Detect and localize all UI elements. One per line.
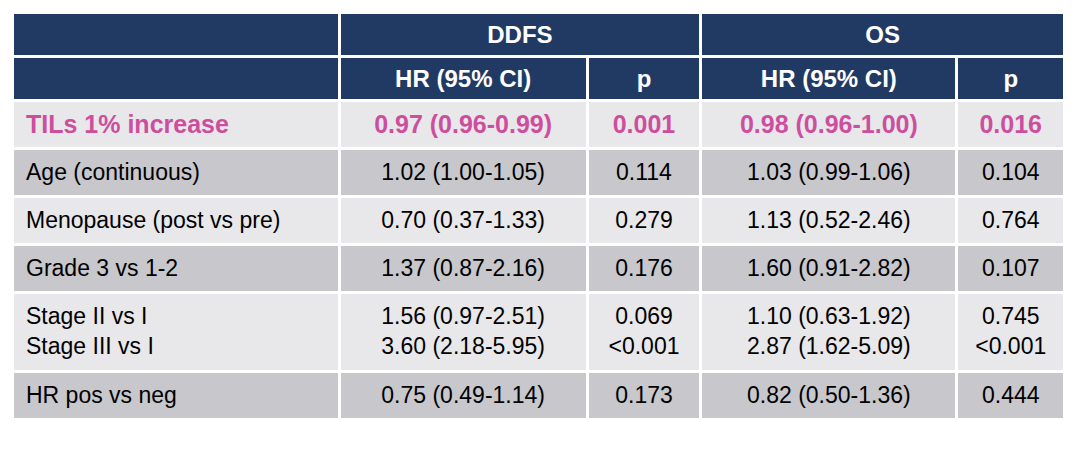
column-header-os-hr: HR (95% CI) (702, 58, 955, 99)
os-p-cell: 0.745<0.001 (958, 294, 1063, 370)
table-row: TILs 1% increase0.97 (0.96-0.99)0.0010.9… (14, 102, 1063, 147)
os-hr-cell: 1.13 (0.52-2.46) (702, 198, 955, 243)
os-hr-cell: 1.03 (0.99-1.06) (702, 150, 955, 195)
os-p-cell: 0.016 (958, 102, 1063, 147)
ddfs-p-cell: 0.114 (589, 150, 700, 195)
table-row: Menopause (post vs pre)0.70 (0.37-1.33)0… (14, 198, 1063, 243)
table-row: HR pos vs neg0.75 (0.49-1.14)0.1730.82 (… (14, 373, 1063, 418)
row-label-cell: HR pos vs neg (14, 373, 338, 418)
column-header-ddfs-hr: HR (95% CI) (341, 58, 586, 99)
os-hr-cell: 1.60 (0.91-2.82) (702, 246, 955, 291)
ddfs-hr-cell: 0.97 (0.96-0.99) (341, 102, 586, 147)
ddfs-hr-cell: 1.37 (0.87-2.16) (341, 246, 586, 291)
corner-cell (14, 14, 338, 55)
os-hr-cell: 0.82 (0.50-1.36) (702, 373, 955, 418)
ddfs-p-cell: 0.176 (589, 246, 700, 291)
column-header-row: HR (95% CI) p HR (95% CI) p (14, 58, 1063, 99)
os-hr-cell: 1.10 (0.63-1.92)2.87 (1.62-5.09) (702, 294, 955, 370)
os-p-cell: 0.104 (958, 150, 1063, 195)
os-p-cell: 0.444 (958, 373, 1063, 418)
os-p-cell: 0.764 (958, 198, 1063, 243)
group-header-os: OS (702, 14, 1063, 55)
ddfs-hr-cell: 1.02 (1.00-1.05) (341, 150, 586, 195)
slide-canvas: DDFS OS HR (95% CI) p HR (95% CI) p TILs… (0, 0, 1080, 465)
ddfs-hr-cell: 1.56 (0.97-2.51)3.60 (2.18-5.95) (341, 294, 586, 370)
column-header-os-p: p (958, 58, 1063, 99)
os-p-cell: 0.107 (958, 246, 1063, 291)
row-label-cell: Age (continuous) (14, 150, 338, 195)
row-label-cell: TILs 1% increase (14, 102, 338, 147)
group-header-row: DDFS OS (14, 14, 1063, 55)
ddfs-p-cell: 0.001 (589, 102, 700, 147)
os-hr-cell: 0.98 (0.96-1.00) (702, 102, 955, 147)
ddfs-p-cell: 0.173 (589, 373, 700, 418)
ddfs-p-cell: 0.069<0.001 (589, 294, 700, 370)
table-row: Stage II vs IStage III vs I1.56 (0.97-2.… (14, 294, 1063, 370)
ddfs-p-cell: 0.279 (589, 198, 700, 243)
table-row: Grade 3 vs 1-21.37 (0.87-2.16)0.1761.60 … (14, 246, 1063, 291)
cox-regression-table: DDFS OS HR (95% CI) p HR (95% CI) p TILs… (11, 11, 1066, 421)
ddfs-hr-cell: 0.70 (0.37-1.33) (341, 198, 586, 243)
row-label-cell: Grade 3 vs 1-2 (14, 246, 338, 291)
corner-cell-2 (14, 58, 338, 99)
row-label-cell: Menopause (post vs pre) (14, 198, 338, 243)
ddfs-hr-cell: 0.75 (0.49-1.14) (341, 373, 586, 418)
group-header-ddfs: DDFS (341, 14, 700, 55)
row-label-cell: Stage II vs IStage III vs I (14, 294, 338, 370)
table-row: Age (continuous)1.02 (1.00-1.05)0.1141.0… (14, 150, 1063, 195)
column-header-ddfs-p: p (589, 58, 700, 99)
